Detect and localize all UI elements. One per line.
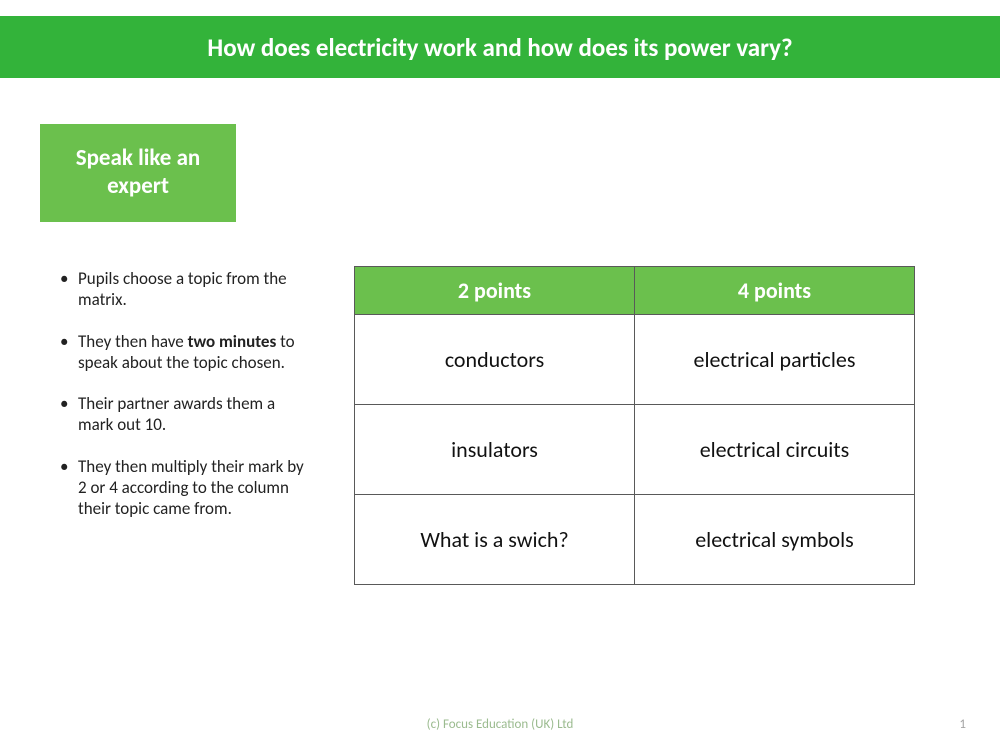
subtitle-box: Speak like an expert [40,124,236,222]
topic-cell: conductors [355,315,635,405]
slide-title: How does electricity work and how does i… [207,32,792,63]
bullet-item: Pupils choose a topic from the matrix. [58,268,308,311]
bullet-text: Their partner awards them a mark out 10. [78,393,275,435]
copyright-text: (c) Focus Education (UK) Ltd [427,717,574,732]
table-row: What is a swich? electrical symbols [355,495,915,585]
bullet-text: Pupils choose a topic from the matrix. [78,268,287,310]
column-header-4pts: 4 points [635,267,915,315]
subtitle-text: Speak like an expert [46,145,230,200]
footer-page-number: 1 [959,717,966,732]
bullet-text: They then multiply their mark by 2 or 4 … [78,456,304,520]
table-row: insulators electrical circuits [355,405,915,495]
topic-cell: electrical particles [635,315,915,405]
topic-cell: What is a swich? [355,495,635,585]
topic-cell: electrical symbols [635,495,915,585]
column-header-2pts: 2 points [355,267,635,315]
bullet-item: They then have two minutes to speak abou… [58,331,308,374]
footer-copyright: (c) Focus Education (UK) Ltd [0,717,1000,732]
table-row: conductors electrical particles [355,315,915,405]
topic-cell: insulators [355,405,635,495]
bullet-bold: two minutes [188,331,277,352]
page-number: 1 [959,717,966,732]
slide: How does electricity work and how does i… [0,0,1000,750]
bullet-text: They then have [78,331,188,352]
bullet-item: They then multiply their mark by 2 or 4 … [58,456,308,520]
topic-cell: electrical circuits [635,405,915,495]
topic-matrix-table: 2 points 4 points conductors electrical … [354,266,915,585]
title-banner: How does electricity work and how does i… [0,16,1000,78]
table-header-row: 2 points 4 points [355,267,915,315]
bullet-item: Their partner awards them a mark out 10. [58,393,308,436]
instruction-bullets: Pupils choose a topic from the matrix. T… [58,268,308,539]
